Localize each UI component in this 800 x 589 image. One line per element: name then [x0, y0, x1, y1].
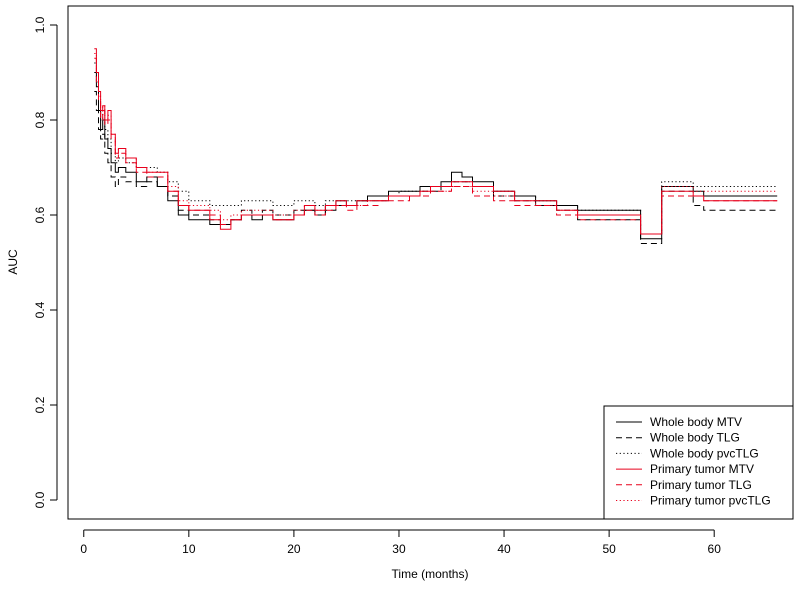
x-tick-label: 50 [602, 542, 616, 556]
series-layer [94, 48, 778, 244]
plot-frame [67, 5, 794, 520]
legend-label: Primary tumor MTV [650, 462, 754, 476]
series-line-3 [94, 62, 778, 235]
y-tick-label: 0.8 [33, 111, 47, 128]
x-tick-label: 40 [497, 542, 511, 556]
series-line-5 [94, 57, 778, 235]
x-tick-label: 60 [708, 542, 722, 556]
x-tick-label: 0 [80, 542, 87, 556]
y-tick-label: 1.0 [33, 16, 47, 33]
y-tick-label: 0.2 [33, 396, 47, 413]
legend-label: Whole body TLG [650, 431, 740, 445]
legend-label: Whole body MTV [650, 415, 742, 429]
y-axis: 0.0 0.2 0.4 0.6 0.8 1.0 [33, 16, 58, 508]
x-axis: 0 10 20 30 40 50 60 [80, 529, 722, 556]
x-tick-label: 10 [182, 542, 196, 556]
y-tick-label: 0.4 [33, 301, 47, 318]
x-tick-label: 30 [392, 542, 406, 556]
series-line-6 [94, 53, 778, 235]
x-tick-label: 20 [287, 542, 301, 556]
y-axis-title: AUC [6, 249, 20, 275]
x-axis-title: Time (months) [392, 567, 469, 581]
legend-label: Primary tumor TLG [650, 478, 752, 492]
legend-label: Whole body pvcTLG [650, 446, 759, 460]
legend-label: Primary tumor pvcTLG [650, 494, 771, 508]
y-tick-label: 0.6 [33, 206, 47, 223]
y-tick-label: 0.0 [33, 491, 47, 508]
